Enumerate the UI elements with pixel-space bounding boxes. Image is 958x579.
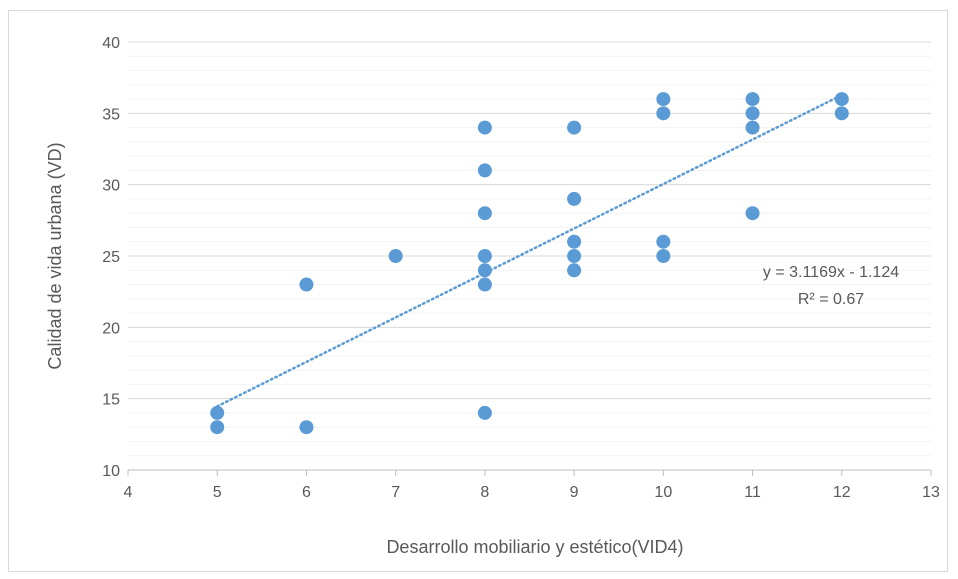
data-point: [567, 234, 582, 249]
data-point: [299, 420, 314, 435]
trendline-r-squared: R² = 0.67: [798, 291, 864, 308]
data-point: [745, 92, 760, 107]
x-tick-label: 5: [213, 484, 222, 501]
major-gridlines: [128, 41, 931, 400]
data-point: [567, 120, 582, 135]
y-tick-label: 15: [102, 392, 120, 409]
data-point: [299, 277, 314, 292]
data-point: [477, 249, 492, 263]
data-points: [210, 92, 849, 435]
data-point: [656, 92, 671, 107]
y-tick-label: 10: [102, 463, 120, 480]
x-axis-title: Desarrollo mobiliario y estético(VID4): [386, 537, 683, 557]
y-tick-label: 25: [102, 249, 120, 266]
y-tick-label: 40: [102, 35, 120, 52]
data-point: [477, 120, 492, 135]
y-tick-label: 30: [102, 178, 120, 195]
data-point: [210, 420, 225, 435]
data-point: [567, 191, 582, 206]
data-point: [567, 249, 582, 263]
y-tick-label: 35: [102, 106, 120, 123]
data-point: [388, 249, 403, 263]
x-axis-tick-labels: 4 5 6 7 8 9 10 11 12 13: [124, 484, 940, 501]
trendline: [215, 93, 844, 408]
x-tick-label: 7: [391, 484, 400, 501]
x-tick-label: 13: [922, 484, 940, 501]
data-point: [656, 249, 671, 263]
data-point: [567, 263, 582, 278]
data-point: [656, 234, 671, 249]
x-tick-label: 9: [570, 484, 579, 501]
chart-area: 10 15 20 25 30 35 40 4 5 6 7 8 9 10 11 12 13 y = 3.1169…: [8, 10, 948, 572]
data-point: [477, 206, 492, 221]
data-point: [745, 120, 760, 135]
y-axis-title: Calidad de vida urbana (VD): [45, 142, 65, 369]
data-point: [834, 106, 849, 121]
x-tick-label: 11: [744, 484, 761, 501]
data-point: [477, 163, 492, 178]
data-point: [477, 405, 492, 420]
data-point: [477, 263, 492, 278]
y-tick-label: 20: [102, 320, 120, 337]
data-point: [745, 206, 760, 221]
data-point: [834, 92, 849, 107]
x-tick-label: 6: [302, 484, 311, 501]
trendline-equation: y = 3.1169x - 1.124: [763, 264, 899, 281]
data-point: [656, 106, 671, 121]
x-tick-label: 12: [833, 484, 851, 501]
data-point: [210, 405, 225, 420]
x-tick-label: 4: [124, 484, 133, 501]
y-axis-tick-labels: 10 15 20 25 30 35 40: [102, 35, 120, 480]
data-point: [477, 277, 492, 292]
x-tick-label: 8: [480, 484, 489, 501]
x-axis-ticks: [127, 470, 932, 476]
x-tick-label: 10: [654, 484, 672, 501]
minor-gridlines: [128, 55, 931, 457]
data-point: [745, 106, 760, 121]
